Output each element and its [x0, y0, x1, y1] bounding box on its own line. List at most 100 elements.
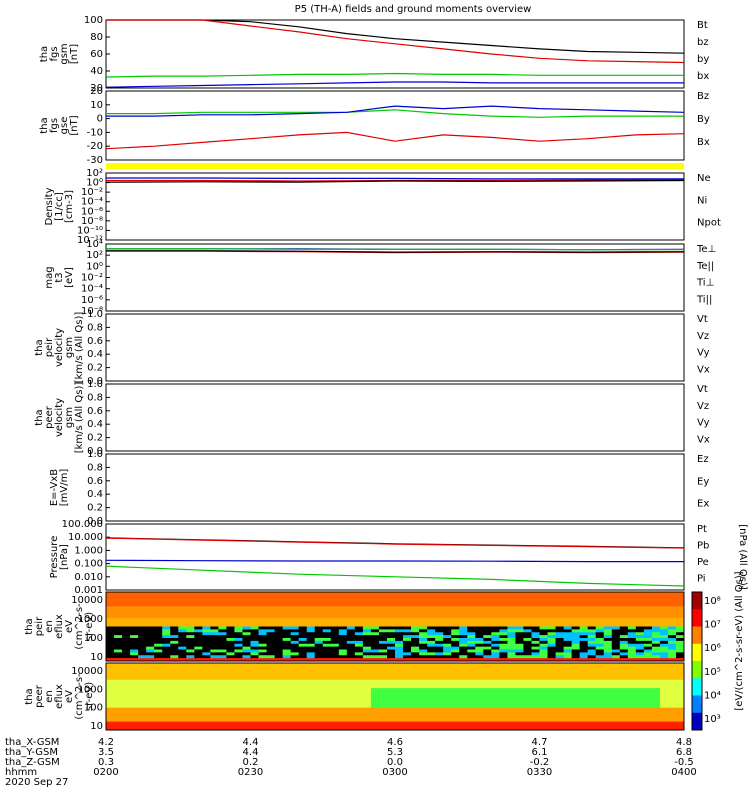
spectrogram-cell	[531, 704, 540, 709]
spectrogram-cell	[563, 609, 573, 613]
spectrogram-cell	[427, 716, 436, 720]
spectrogram-cell	[378, 724, 388, 728]
spectrogram-cell	[354, 609, 364, 613]
spectrogram-cell	[419, 690, 428, 695]
spectrogram-cell	[218, 626, 227, 630]
y-tick-label: 0.0	[87, 446, 103, 457]
spectrogram-cell	[146, 640, 155, 645]
spectrogram-cell	[298, 707, 308, 711]
spectrogram-cell	[451, 671, 460, 675]
spectrogram-cell	[370, 615, 380, 619]
spectrogram-cell	[314, 594, 324, 599]
spectrogram-cell	[146, 699, 155, 703]
spectrogram-cell	[619, 643, 629, 648]
spectrogram-cell	[507, 724, 516, 728]
spectrogram-cell	[122, 710, 131, 714]
spectrogram-cell	[274, 655, 284, 659]
spectrogram-cell	[242, 716, 251, 720]
spectrogram-cell	[507, 658, 516, 662]
spectrogram-cell	[346, 707, 356, 711]
spectrogram-cell	[354, 600, 364, 604]
spectrogram-cell	[475, 643, 484, 648]
spectrogram-cell	[539, 632, 549, 636]
spectrogram-cell	[627, 640, 637, 645]
spectrogram-cell	[483, 668, 492, 672]
spectrogram-cell	[162, 597, 171, 602]
spectrogram-cell	[106, 629, 115, 633]
spectrogram-cell	[130, 724, 139, 728]
spectrogram-cell	[146, 655, 155, 659]
spectrogram-cell	[218, 704, 227, 709]
spectrogram-cell	[515, 643, 524, 648]
spectrogram-cell	[499, 671, 508, 675]
spectrogram-cell	[403, 699, 412, 703]
spectrogram-cell	[370, 640, 380, 645]
spectrogram-cell	[515, 702, 524, 706]
spectrogram-cell	[202, 597, 211, 602]
spectrogram-cell	[226, 665, 235, 670]
spectrogram-cell	[659, 671, 669, 675]
spectrogram-cell	[459, 612, 468, 616]
spectrogram-cell	[202, 690, 211, 695]
spectrogram-cell	[114, 663, 123, 667]
spectrogram-cell	[314, 704, 324, 709]
spectrogram-cell	[459, 592, 468, 596]
spectrogram-cell	[378, 716, 388, 720]
y-tick-label: 100	[84, 15, 103, 26]
spectrogram-cell	[106, 655, 115, 659]
spectrogram-cell	[186, 626, 195, 630]
spectrogram-cell	[258, 671, 268, 675]
spectrogram-cell	[330, 699, 340, 703]
spectrogram-cell	[130, 727, 139, 731]
spectrogram-cell	[330, 612, 340, 616]
spectrogram-cell	[483, 658, 492, 662]
legend-entry: Ez	[697, 454, 709, 465]
spectrogram-cell	[419, 716, 428, 720]
spectrogram-cell	[643, 643, 653, 648]
spectrogram-cell	[627, 629, 637, 633]
spectrogram-cell	[106, 592, 115, 596]
spectrogram-cell	[346, 713, 356, 717]
spectrogram-cell	[130, 676, 139, 681]
y-axis-label: fgs	[49, 46, 60, 61]
spectrogram-cell	[146, 652, 155, 656]
spectrogram-cell	[170, 603, 179, 607]
spectrogram-cell	[603, 682, 613, 686]
spectrogram-cell	[531, 663, 540, 667]
spectrogram-cell	[378, 702, 388, 706]
spectrogram-cell	[515, 638, 524, 642]
spectrogram-cell	[266, 603, 276, 607]
spectrogram-cell	[258, 716, 268, 720]
spectrogram-cell	[298, 682, 308, 686]
spectrogram-cell	[154, 609, 163, 613]
spectrogram-cell	[314, 713, 324, 717]
spectrogram-cell	[531, 652, 540, 656]
spectrogram-cell	[274, 721, 284, 725]
spectrogram-cell	[475, 603, 484, 607]
spectrogram-cell	[499, 649, 508, 653]
spectrogram-cell	[226, 640, 235, 645]
spectrogram-cell	[146, 597, 155, 602]
spectrogram-cell	[603, 597, 613, 602]
spectrogram-cell	[531, 603, 540, 607]
spectrogram-cell	[298, 718, 308, 723]
spectrogram-cell	[611, 620, 621, 625]
spectrogram-cell	[427, 727, 436, 731]
spectrogram-cell	[459, 679, 468, 684]
spectrogram-cell	[162, 674, 171, 678]
spectrogram-cell	[242, 635, 251, 639]
spectrogram-cell	[338, 612, 348, 616]
spectrogram-cell	[595, 679, 605, 684]
spectrogram-cell	[667, 702, 677, 706]
spectrogram-cell	[354, 718, 364, 723]
spectrogram-cell	[370, 721, 380, 725]
spectrogram-cell	[234, 620, 243, 625]
spectrogram-cell	[354, 629, 364, 633]
spectrogram-cell	[523, 597, 532, 602]
spectrogram-cell	[515, 603, 524, 607]
spectrogram-cell	[194, 658, 203, 662]
spectrogram-cell	[282, 693, 292, 697]
spectrogram-cell	[643, 638, 653, 642]
spectrogram-cell	[603, 646, 613, 650]
